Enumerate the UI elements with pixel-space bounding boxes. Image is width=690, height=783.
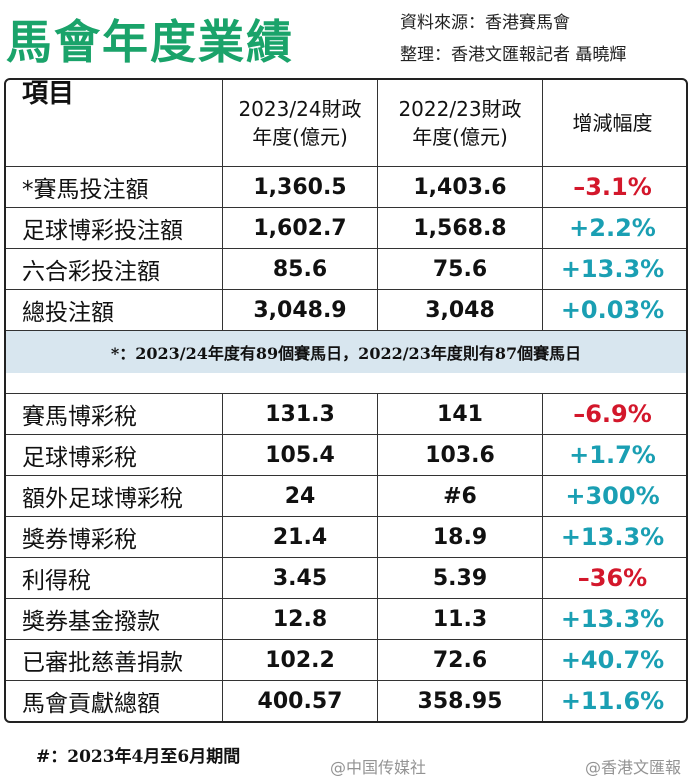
item: 六合彩投注額 [22,259,160,285]
header-cell: 2022/23財政 年度(億元) [377,80,542,166]
change: +0.03% [542,290,682,330]
header-cell: 2023/24財政 年度(億元) [222,80,377,166]
value-2022: 358.95 [377,681,542,721]
header-text: 項目 [22,79,75,109]
table: 項目 2023/24財政 年度(億元) 2022/23財政 年度(億元) 增減幅度 *賽馬投… [4,78,688,723]
table-row: 足球博彩投注額 1,602.7 1,568.8 +2.2% [6,207,686,248]
item: 利得稅 [22,568,91,594]
value-2023: 105.4 [222,435,377,475]
spacer [6,373,686,393]
change: +13.3% [542,249,682,289]
change: +11.6% [542,681,682,721]
value-2022: 11.3 [377,599,542,639]
table-row: 賽馬博彩稅 131.3 141 –6.9% [6,393,686,434]
value-2023: 12.8 [222,599,377,639]
item: 總投注額 [22,300,114,326]
value-2022: 1,403.6 [377,167,542,207]
value-2023: 3.45 [222,558,377,598]
table-row: *賽馬投注額 1,360.5 1,403.6 –3.1% [6,166,686,207]
value-2023: 24 [222,476,377,516]
item: 獎券基金撥款 [22,609,160,635]
value-2022: 5.39 [377,558,542,598]
footnote: #：2023年4月至6月期間 [36,747,241,767]
source: 資料來源：香港賽馬會 [400,13,570,33]
table-row: 額外足球博彩稅 24 #6 +300% [6,475,686,516]
table-row: 足球博彩稅 105.4 103.6 +1.7% [6,434,686,475]
note: *：2023/24年度有89個賽馬日，2022/23年度則有87個賽馬日 [6,330,686,373]
value-2023: 102.2 [222,640,377,680]
table-row: 六合彩投注額 85.6 75.6 +13.3% [6,248,686,289]
table-row: 利得稅 3.45 5.39 –36% [6,557,686,598]
item: 額外足球博彩稅 [22,486,183,512]
header-text: 2022/23財政 [398,97,522,121]
table-row: 總投注額 3,048.9 3,048 +0.03% [6,289,686,330]
change: +300% [542,476,682,516]
value-2023: 1,360.5 [222,167,377,207]
item: 獎券博彩稅 [22,527,137,553]
value-2023: 85.6 [222,249,377,289]
table-row: 獎券基金撥款 12.8 11.3 +13.3% [6,598,686,639]
item: *賽馬投注額 [22,177,149,203]
item: 馬會貢獻總額 [22,691,160,717]
header-row: 項目 2023/24財政 年度(億元) 2022/23財政 年度(億元) 增減幅度 [6,80,686,166]
value-2023: 131.3 [222,394,377,434]
change: +2.2% [542,208,682,248]
header-text: 2023/24財政 [238,97,362,121]
item: 足球博彩稅 [22,445,137,471]
change: +40.7% [542,640,682,680]
header-text: 年度(億元) [412,125,508,149]
change: –6.9% [542,394,682,434]
change: –3.1% [542,167,682,207]
watermark: @中国传媒社 [330,758,427,777]
header-text: 增減幅度 [572,111,653,135]
header-cell: 項目 [6,80,222,166]
value-2022: 1,568.8 [377,208,542,248]
table-row: 獎券博彩稅 21.4 18.9 +13.3% [6,516,686,557]
title: 馬會年度業績 [6,15,294,69]
change: +13.3% [542,599,682,639]
header-cell: 增減幅度 [542,80,682,166]
value-2023: 400.57 [222,681,377,721]
compiler: 整理：香港文匯報記者 聶曉輝 [400,45,627,65]
value-2022: 141 [377,394,542,434]
value-2023: 1,602.7 [222,208,377,248]
value-2022: 72.6 [377,640,542,680]
table-row: 馬會貢獻總額 400.57 358.95 +11.6% [6,680,686,721]
value-2022: 18.9 [377,517,542,557]
value-2022: 103.6 [377,435,542,475]
change: –36% [542,558,682,598]
item: 賽馬博彩稅 [22,404,137,430]
value-2022: 3,048 [377,290,542,330]
value-2022: 75.6 [377,249,542,289]
change: +13.3% [542,517,682,557]
change: +1.7% [542,435,682,475]
value-2023: 3,048.9 [222,290,377,330]
value-2023: 21.4 [222,517,377,557]
table-row: 已審批慈善捐款 102.2 72.6 +40.7% [6,639,686,680]
item: 已審批慈善捐款 [22,650,183,676]
value-2022: #6 [377,476,542,516]
header-text: 年度(億元) [252,125,348,149]
item: 足球博彩投注額 [22,218,183,244]
watermark: @香港文匯報 [585,758,682,777]
